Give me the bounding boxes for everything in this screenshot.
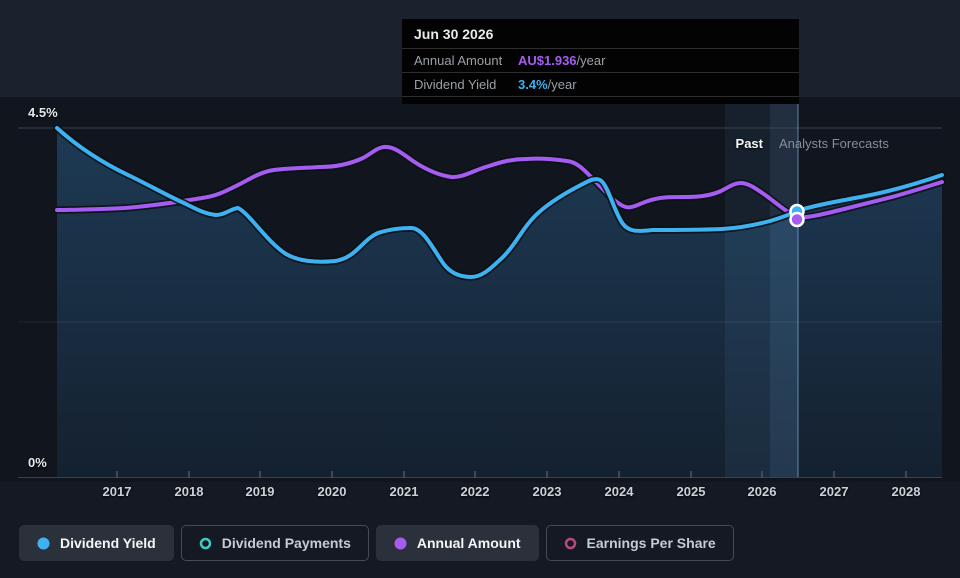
y-axis-label-min: 0%	[28, 455, 47, 470]
x-tick-2018: 2018	[175, 484, 204, 499]
past-label: Past	[711, 136, 763, 151]
x-tick-2019: 2019	[246, 484, 275, 499]
x-tick-2027: 2027	[820, 484, 849, 499]
earnings-per-share-ring-icon	[564, 537, 577, 550]
legend-item-dividend-payments[interactable]: Dividend Payments	[181, 525, 369, 561]
x-tick-2017: 2017	[103, 484, 132, 499]
tooltip-value-annual-amount: AU$1.936	[518, 53, 577, 68]
legend-item-dividend-yield[interactable]: Dividend Yield	[19, 525, 174, 561]
legend-item-annual-amount[interactable]: Annual Amount	[376, 525, 539, 561]
x-tick-2024: 2024	[605, 484, 634, 499]
x-tick-2023: 2023	[533, 484, 562, 499]
chart-legend: Dividend Yield Dividend Payments Annual …	[19, 525, 734, 561]
dividend-yield-area	[57, 128, 942, 477]
chart-tooltip: Jun 30 2026 Annual Amount AU$1.936/year …	[402, 19, 799, 104]
tooltip-date: Jun 30 2026	[402, 19, 799, 49]
highlight-band-forecast-edge	[770, 97, 798, 477]
analysts-forecasts-label: Analysts Forecasts	[779, 136, 889, 151]
legend-label: Annual Amount	[417, 535, 521, 551]
highlight-band-year	[725, 97, 770, 477]
tooltip-row-annual-amount: Annual Amount AU$1.936/year	[402, 49, 799, 73]
legend-label: Earnings Per Share	[587, 535, 716, 551]
x-tick-2021: 2021	[390, 484, 419, 499]
tooltip-label: Dividend Yield	[414, 77, 518, 92]
tooltip-unit: /year	[548, 77, 577, 92]
tooltip-row-dividend-yield: Dividend Yield 3.4%/year	[402, 73, 799, 97]
legend-item-earnings-per-share[interactable]: Earnings Per Share	[546, 525, 734, 561]
x-tick-2020: 2020	[318, 484, 347, 499]
dividend-payments-ring-icon	[199, 537, 212, 550]
y-axis-label-max: 4.5%	[28, 105, 58, 120]
x-tick-2025: 2025	[677, 484, 706, 499]
x-tick-2028: 2028	[892, 484, 921, 499]
x-tick-2026: 2026	[748, 484, 777, 499]
tooltip-label: Annual Amount	[414, 53, 518, 68]
annual-amount-marker[interactable]	[791, 213, 804, 226]
tooltip-value-dividend-yield: 3.4%	[518, 77, 548, 92]
legend-label: Dividend Yield	[60, 535, 156, 551]
legend-label: Dividend Payments	[222, 535, 351, 551]
tooltip-unit: /year	[577, 53, 606, 68]
annual-amount-dot-icon	[394, 537, 407, 550]
x-tick-2022: 2022	[461, 484, 490, 499]
dividend-yield-dot-icon	[37, 537, 50, 550]
